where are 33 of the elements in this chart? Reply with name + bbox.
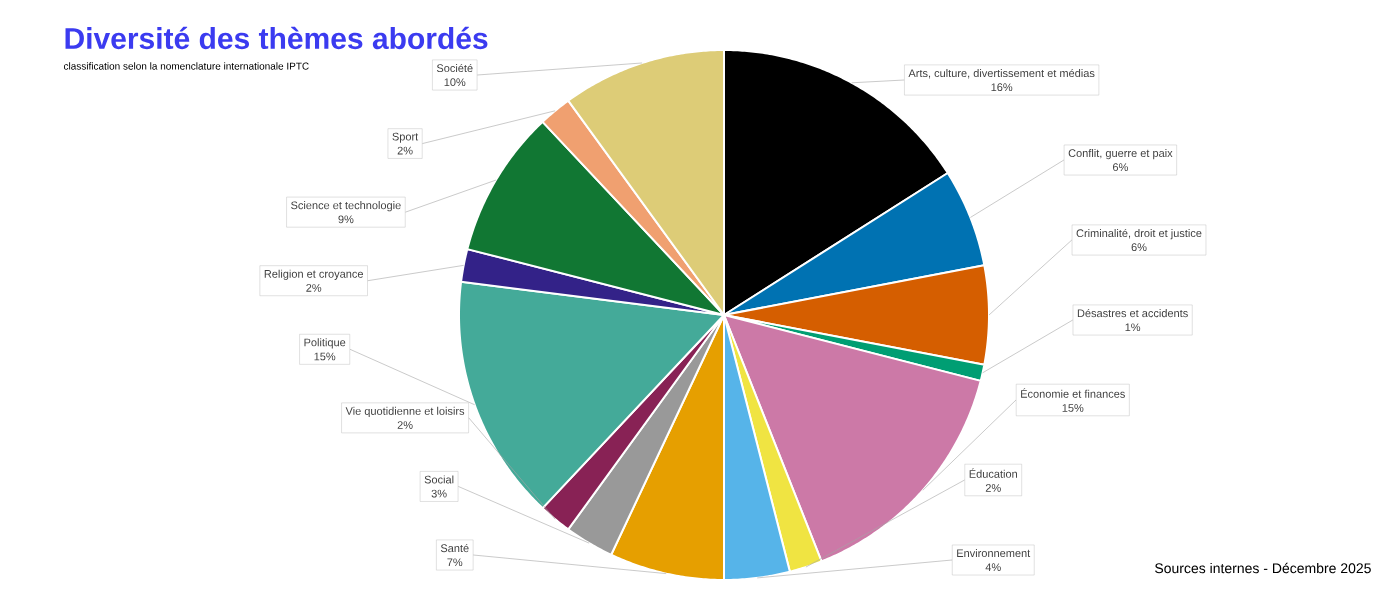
slice-label: Science et technologie [291, 201, 401, 212]
data-label: 1% [1125, 323, 1141, 332]
data-label: 9% [338, 215, 354, 224]
data-label: 2% [985, 484, 1001, 492]
data-label: 4% [985, 563, 1001, 572]
source-note: Sources internes - Décembre 2025 [1155, 562, 1371, 574]
data-label: 2% [306, 283, 322, 292]
data-label: 15% [1062, 404, 1084, 412]
slice-label: Religion et croyance [264, 269, 363, 280]
data-label: 15% [314, 352, 336, 361]
data-label: 10% [444, 78, 466, 87]
text: classification selon la nomenclature internationale IPTC [63, 62, 309, 70]
data-label: 6% [1131, 243, 1147, 252]
data-label: 6% [1113, 163, 1128, 172]
slice-label: Environnement [957, 548, 1031, 558]
chart-title: Diversité des thèmes abordés [65, 26, 488, 50]
slice-label: Conflit, guerre et paix [1068, 148, 1173, 160]
slice-label: Vie quotidienne et loisirs [345, 406, 465, 418]
data-label: 7% [447, 558, 463, 567]
slice-label: Criminalité, droit et justice [1076, 228, 1202, 240]
data-label: 16% [991, 83, 1013, 92]
slice-label: Sport [392, 132, 419, 143]
data-label: 2% [397, 146, 413, 155]
slice-label: Politique [304, 338, 346, 349]
data-label: 3% [431, 489, 447, 498]
slice-label: Société [436, 63, 473, 73]
slice-label: Économie et finances [1021, 388, 1125, 398]
slice-label: Désastres et accidents [1077, 308, 1188, 318]
slice-label: Social [424, 475, 454, 484]
slice-label: Santé [440, 543, 469, 553]
slice-label: Arts, culture, divertissement et médias [908, 68, 1095, 79]
slice-label: Éducation [969, 468, 1017, 478]
data-label: 2% [397, 421, 413, 429]
